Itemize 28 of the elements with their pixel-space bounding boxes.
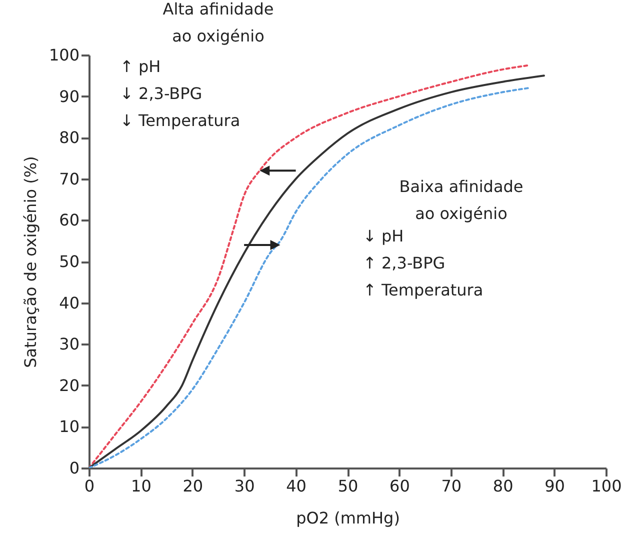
x-tick-label: 60 [390,476,410,496]
x-tick-label: 100 [591,476,622,496]
text: Alta afinidade ao oxigénio [162,0,274,46]
x-axis-title: pO2 (mmHg) [296,508,400,528]
y-tick-label: 50 [59,252,80,271]
y-tick-label: 70 [59,169,80,188]
y-tick-label: 40 [59,293,80,312]
annotation: ↓ pH ↑ 2,3-BPG ↑ Temperatura [363,226,484,300]
y-tick-label: 30 [59,334,80,354]
x-tick-label: 20 [182,476,204,496]
x-tick-label: 50 [338,476,358,496]
annotation: ↑ pH ↓ 2,3-BPG ↓ Temperatura [120,57,240,130]
x-tick-label: 80 [492,476,514,496]
annotation: Baixa afinidade ao oxigénio [399,176,524,223]
y-tick-label: 0 [69,458,80,478]
x-tick-label: 0 [84,476,95,496]
x-tick-label: 10 [131,476,152,496]
y-tick-label: 60 [59,210,80,230]
x-tick-label: 70 [441,476,462,496]
y-axis-title: Saturação de oxigénio (%) [20,156,40,368]
x-tick-label: 90 [544,476,565,496]
y-tick-label: 100 [48,46,80,64]
y-tick-label: 80 [59,128,80,148]
y-tick-label: 90 [59,86,80,106]
y-tick-label: 10 [59,417,80,436]
x-tick-label: 30 [234,476,255,496]
y-tick-label: 20 [59,376,80,395]
x-tick-label: 40 [286,476,306,496]
